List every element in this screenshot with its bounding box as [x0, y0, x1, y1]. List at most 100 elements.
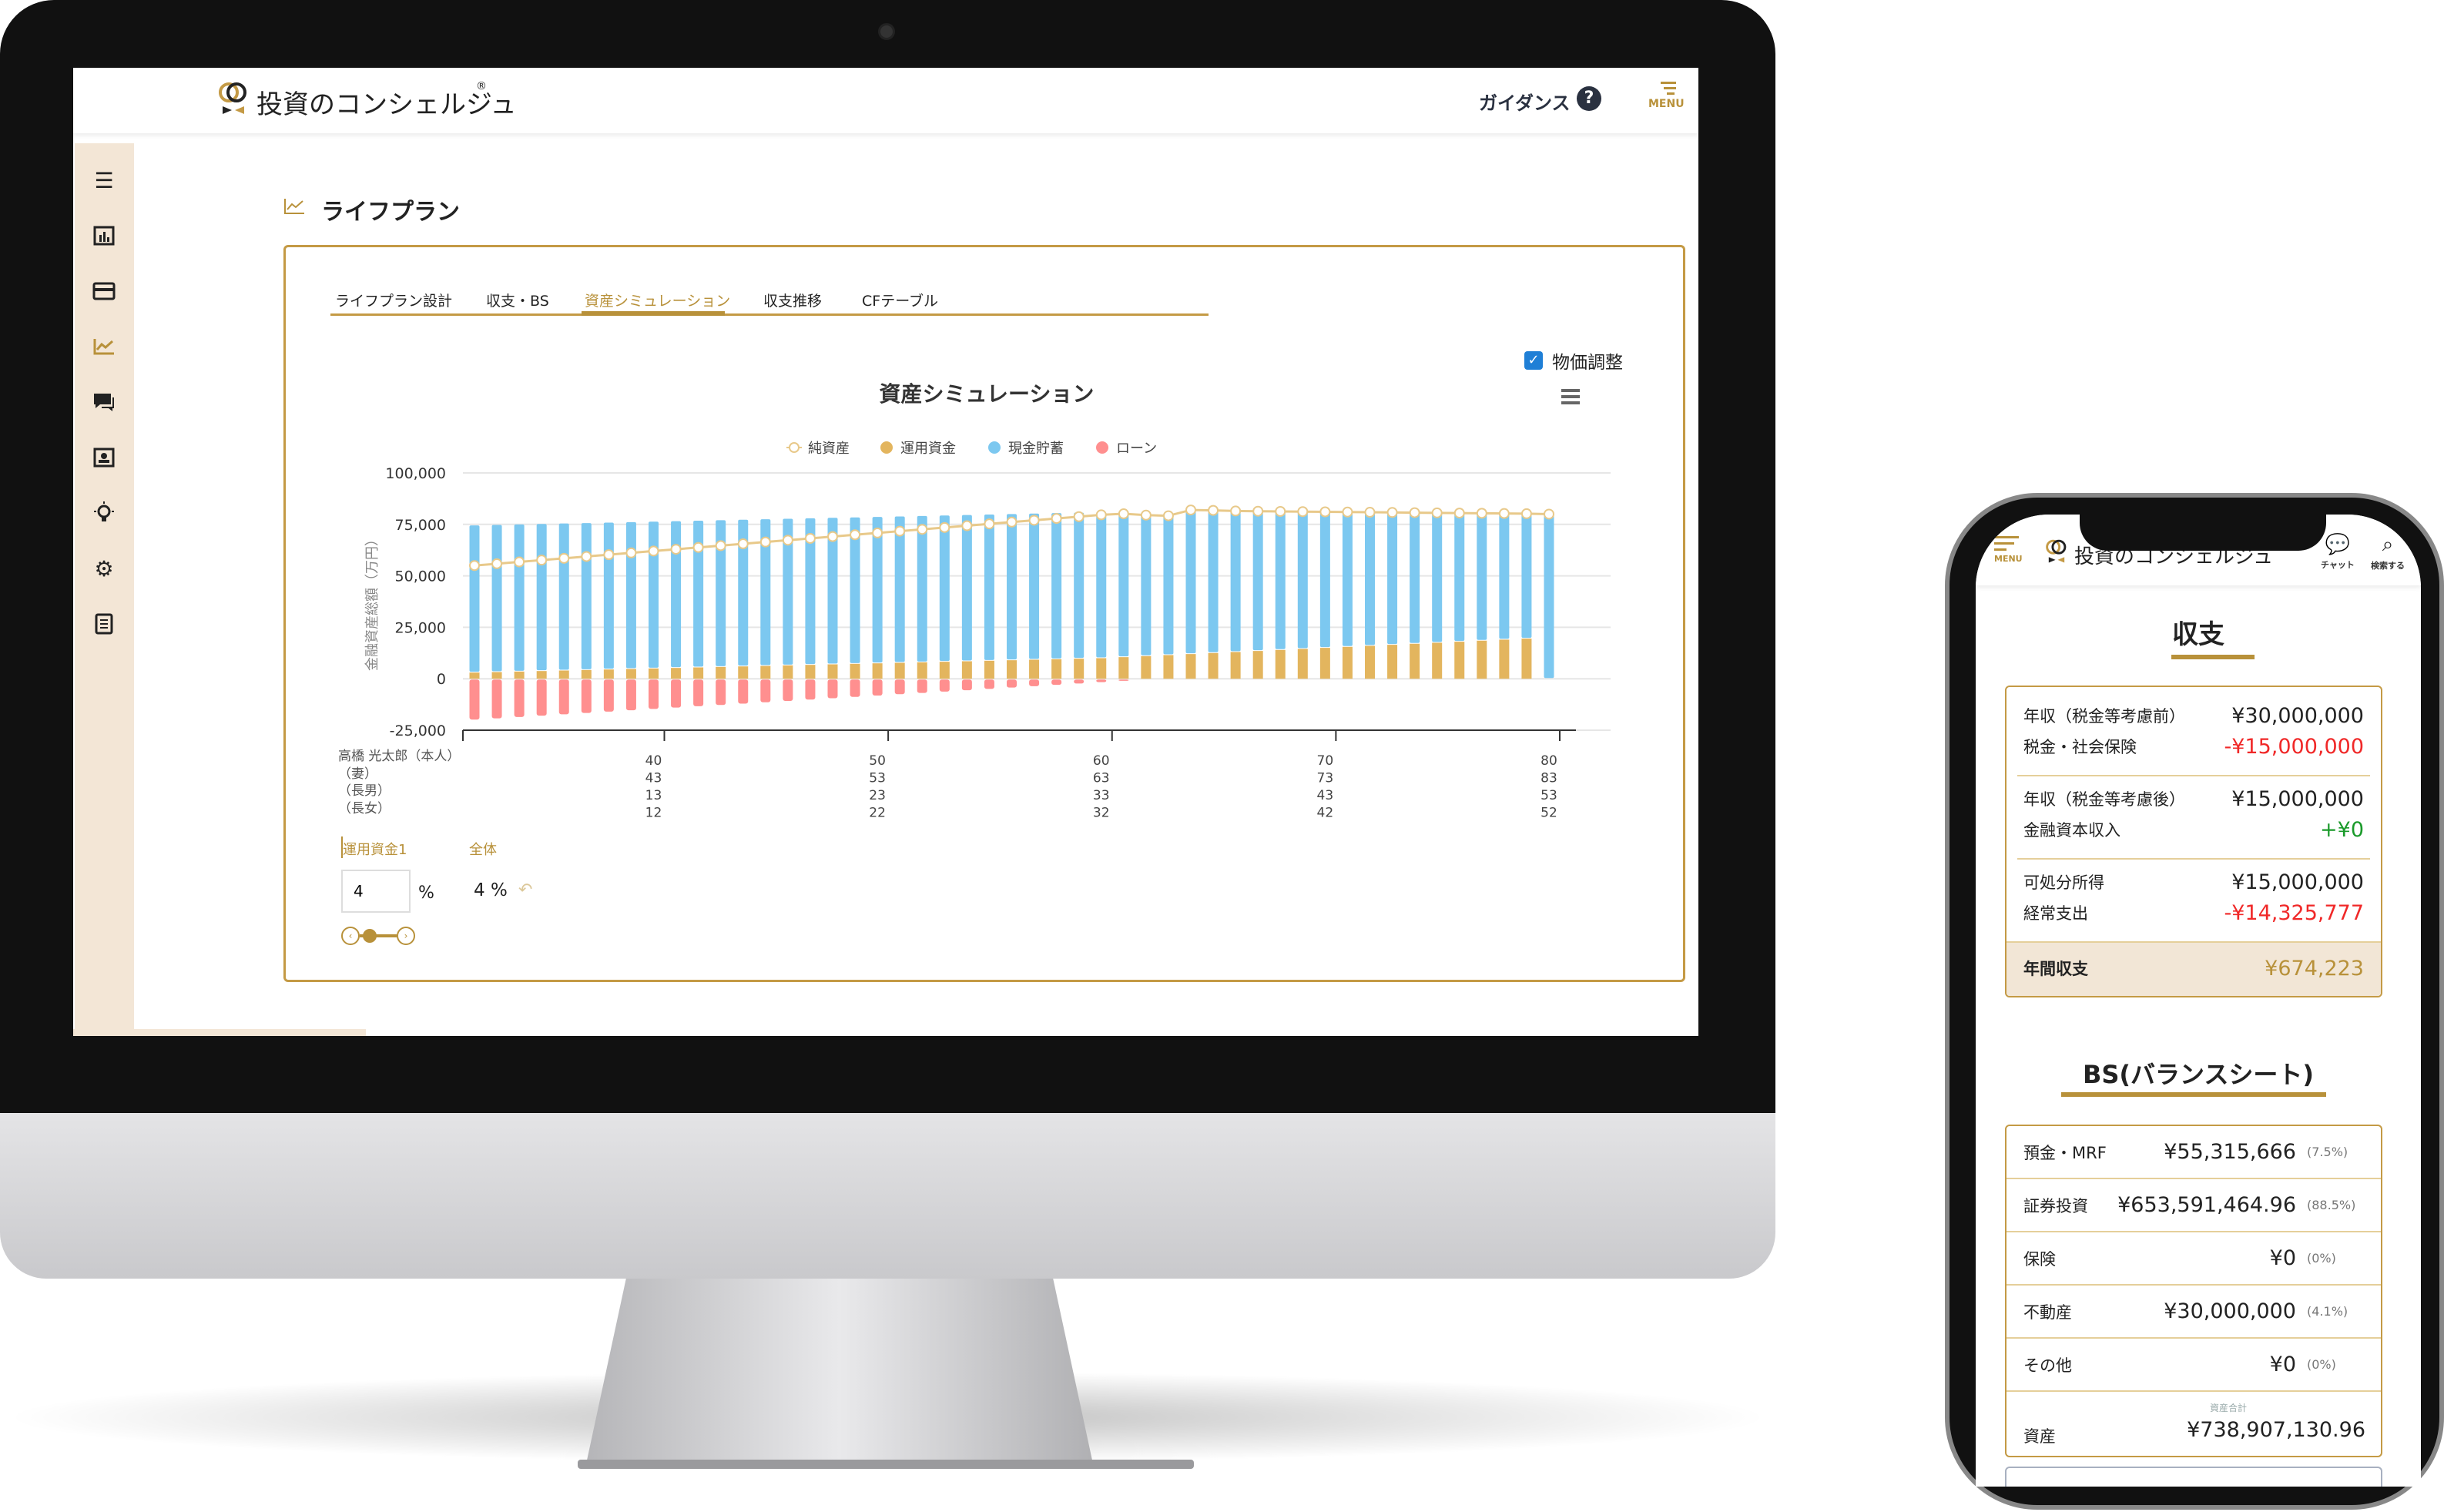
- net-asset-point: [1409, 507, 1420, 518]
- slider-increment-icon[interactable]: ›: [397, 927, 415, 945]
- net-asset-point: [603, 549, 615, 561]
- bar-loan: [872, 679, 883, 696]
- slider-thumb[interactable]: [363, 929, 377, 943]
- bs-total-label: 資産: [2023, 1427, 2056, 1446]
- bar-loan: [783, 679, 793, 701]
- line-chart-icon[interactable]: [90, 333, 118, 360]
- bar-operating-fund: [693, 667, 704, 679]
- rate-slider[interactable]: ‹ ›: [341, 925, 415, 947]
- net-asset-point: [1275, 505, 1286, 517]
- bar-operating-fund: [581, 669, 592, 679]
- tab-lifeplan-design[interactable]: ライフプラン設計: [335, 293, 453, 310]
- net-asset-point: [804, 532, 816, 544]
- income-value: ¥30,000,000: [2231, 704, 2364, 728]
- net-asset-point: [1118, 508, 1129, 520]
- menu-button[interactable]: MENU: [1648, 82, 1687, 120]
- slider-decrement-icon[interactable]: ‹: [341, 927, 360, 945]
- net-asset-point: [1006, 516, 1017, 528]
- gear-icon[interactable]: ⚙: [94, 555, 114, 582]
- income-label: 年収（税金等考慮後）: [2023, 790, 2185, 809]
- bar-cash-savings: [1029, 513, 1040, 659]
- rate-unit: %: [418, 883, 434, 903]
- simulation-card: ライフプラン設計 収支・BS 資産シミュレーション 収支推移 CFテーブル ✓ …: [283, 245, 1685, 982]
- age-tick-label: 73: [1317, 771, 1334, 786]
- income-label: 経常支出: [2023, 904, 2088, 923]
- guidance-link[interactable]: ガイダンス: [1479, 92, 1571, 114]
- bar-cash-savings: [1252, 511, 1263, 651]
- scroll-indicator: [73, 1029, 366, 1036]
- net-asset-point: [491, 558, 503, 569]
- net-asset-point: [1364, 507, 1376, 518]
- price-adjust-label: 物価調整: [1552, 353, 1623, 373]
- phone-screen: MENU 投資のコンシェルジュ 💬 チャット ⌕ 検索する 収支 年収（税金等考…: [1976, 515, 2421, 1487]
- fund-tab-1[interactable]: 運用資金1: [343, 842, 407, 858]
- bs-value: ¥0: [2269, 1246, 2296, 1270]
- net-asset-point: [1095, 509, 1107, 521]
- chart-menu-icon[interactable]: [1561, 389, 1580, 404]
- income-label: 可処分所得: [2023, 873, 2104, 892]
- price-adjust-toggle[interactable]: ✓ 物価調整: [1524, 347, 1623, 374]
- menu-icon[interactable]: ☰: [94, 167, 114, 193]
- profile-icon[interactable]: [90, 444, 118, 471]
- help-icon[interactable]: ?: [1577, 86, 1601, 111]
- checkbox-checked-icon[interactable]: ✓: [1524, 351, 1543, 370]
- tab-cf-table[interactable]: CFテーブル: [862, 293, 939, 310]
- bs-total-value: ¥738,907,130.96: [2187, 1418, 2365, 1442]
- reset-icon[interactable]: ↶: [518, 880, 533, 900]
- tab-asset-simulation[interactable]: 資産シミュレーション: [585, 293, 731, 310]
- legend-marker: [1096, 441, 1108, 454]
- net-asset-point: [469, 560, 480, 572]
- phone-chat-button[interactable]: 💬 チャット: [2315, 533, 2361, 571]
- lightbulb-icon[interactable]: [90, 499, 118, 527]
- net-asset-point: [1453, 508, 1465, 519]
- monitor-stand: [585, 1279, 1094, 1467]
- bar-cash-savings: [1096, 511, 1107, 658]
- brand-name[interactable]: 投資のコンシェルジュ: [256, 89, 517, 120]
- phone-menu-button[interactable]: MENU: [1994, 536, 2033, 575]
- income-card: 年収（税金等考慮前） ¥30,000,000 税金・社会保険 -¥15,000,00…: [2005, 686, 2382, 997]
- legend-label: ローン: [1116, 441, 1157, 457]
- bar-operating-fund: [1185, 654, 1196, 679]
- income-value: ¥15,000,000: [2231, 870, 2364, 894]
- bar-operating-fund: [1432, 642, 1443, 679]
- bar-operating-fund: [716, 666, 726, 679]
- bar-cash-savings: [603, 522, 614, 669]
- bar-cash-savings: [1319, 511, 1330, 648]
- fund-tab-indicator: [341, 836, 343, 858]
- bar-cash-savings: [1163, 515, 1174, 655]
- age-tick-label: 13: [645, 788, 662, 803]
- fund-tab-all[interactable]: 全体: [469, 842, 497, 858]
- page-title: ライフプラン: [321, 199, 460, 226]
- bar-loan: [558, 679, 569, 715]
- bar-cash-savings: [939, 515, 950, 662]
- net-asset-point: [692, 541, 704, 553]
- net-asset-point: [1252, 505, 1264, 517]
- net-asset-point: [737, 538, 749, 550]
- tab-income-trend[interactable]: 収支推移: [763, 293, 823, 310]
- chat-icon[interactable]: [90, 388, 118, 416]
- net-asset-point: [670, 544, 682, 555]
- tab-income-bs[interactable]: 収支・BS: [486, 293, 549, 310]
- bar-cash-savings: [917, 515, 927, 662]
- net-asset-point: [1342, 506, 1353, 518]
- age-tick-label: 52: [1540, 806, 1557, 821]
- phone-logo-icon: [2046, 539, 2067, 563]
- legend-marker: [880, 441, 893, 454]
- document-icon[interactable]: [90, 610, 118, 638]
- income-title-underline: [2171, 655, 2255, 659]
- age-tick-label: 63: [1093, 771, 1110, 786]
- bar-operating-fund: [1499, 639, 1510, 679]
- bar-operating-fund: [1007, 660, 1017, 679]
- income-value: ¥15,000,000: [2231, 787, 2364, 811]
- net-asset-point: [1498, 508, 1510, 519]
- bs-pct: (0%): [2307, 1357, 2336, 1372]
- phone-search-button[interactable]: ⌕ 検索する: [2365, 533, 2411, 572]
- bar-loan: [491, 679, 502, 719]
- card-icon[interactable]: [90, 277, 118, 305]
- rate-input[interactable]: [341, 870, 411, 913]
- bs-row: 保険 ¥0 (0%): [2006, 1232, 2381, 1286]
- dashboard-chart-icon[interactable]: [90, 222, 118, 250]
- income-label: 金融資本収入: [2023, 821, 2120, 840]
- net-asset-point: [514, 556, 525, 568]
